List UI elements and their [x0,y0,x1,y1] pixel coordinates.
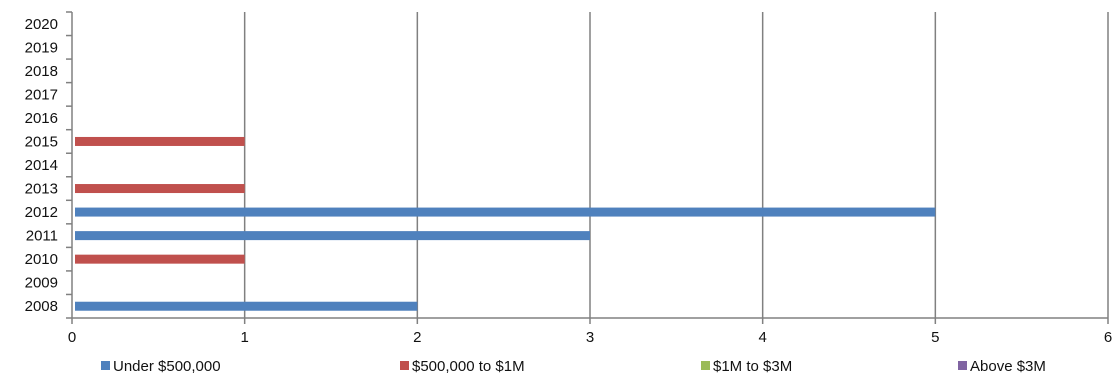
x-tick-label-5: 5 [931,329,939,346]
x-tick-label-0: 0 [68,329,76,346]
legend-label: Above $3M [970,358,1046,375]
y-tick-labels: 2008 2009 2010 2011 2012 2013 2014 2015 2016 2017… [25,16,58,315]
y-tick-label-2012: 2012 [25,204,58,221]
x-tick-label-2: 2 [413,329,421,346]
x-tick-label-6: 6 [1104,329,1112,346]
legend-swatch [701,361,710,370]
legend-label: Under $500,000 [113,358,221,375]
y-tick-label-2017: 2017 [25,86,58,103]
y-tick-label-2018: 2018 [25,63,58,80]
axes [66,11,1109,324]
y-tick-label-2011: 2011 [26,228,58,245]
legend-label: $1M to $3M [713,358,792,375]
gridlines [243,12,1109,318]
y-tick-label-2014: 2014 [25,157,58,174]
bar-2012-under-500-000 [75,207,936,217]
y-tick-label-2020: 2020 [25,16,58,33]
y-tick-label-2016: 2016 [25,110,58,127]
legend: Under $500,000 $500,000 to $1M $1M to $3M A… [101,358,1046,375]
bar-2008-under-500-000 [75,301,418,311]
y-tick-label-2019: 2019 [25,39,58,56]
y-tick-label-2013: 2013 [25,181,58,198]
x-tick-labels: 0 1 2 3 4 5 6 [68,329,1112,346]
y-tick-label-2009: 2009 [25,275,58,292]
x-tick-label-4: 4 [758,329,766,346]
bar-2011-under-500-000 [75,231,590,241]
x-tick-label-3: 3 [586,329,594,346]
x-tick-label-1: 1 [240,329,248,346]
legend-swatch [101,361,110,370]
y-tick-label-2010: 2010 [25,251,58,268]
legend-swatch [958,361,967,370]
bar-2015--500-000-to-1m [75,136,245,146]
bar-2013--500-000-to-1m [75,184,245,194]
bars [75,136,936,311]
legend-swatch [400,361,409,370]
y-tick-label-2008: 2008 [25,298,58,315]
legend-label: $500,000 to $1M [412,358,525,375]
y-tick-label-2015: 2015 [25,133,58,150]
bar-2010--500-000-to-1m [75,254,245,264]
